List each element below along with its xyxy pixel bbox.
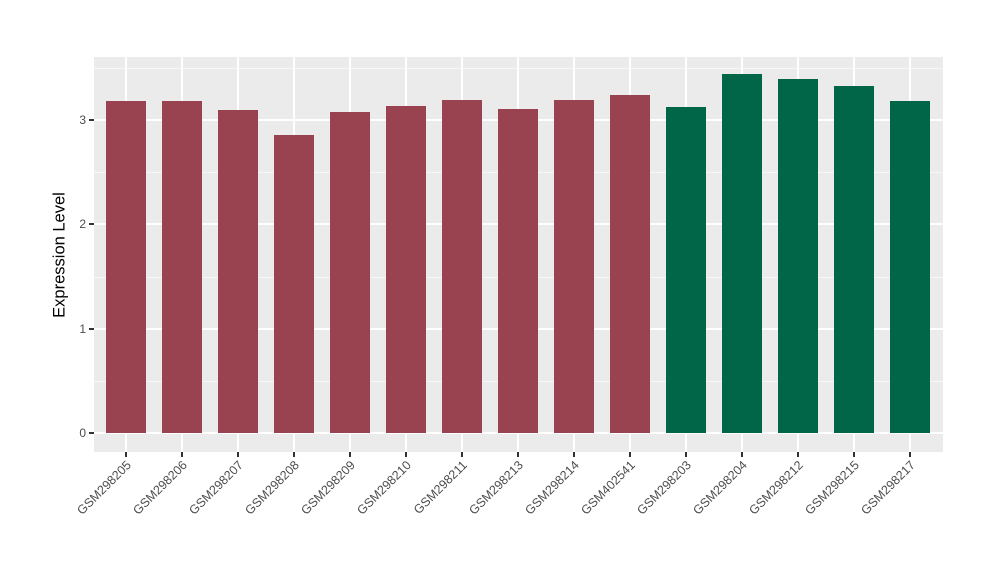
x-tick-label: GSM298205 xyxy=(74,458,134,518)
x-tick-label: GSM298208 xyxy=(242,458,302,518)
x-tick-label: GSM298207 xyxy=(186,458,246,518)
x-tick-label: GSM298209 xyxy=(298,458,358,518)
x-tick-mark xyxy=(125,452,127,457)
x-tick-mark xyxy=(573,452,575,457)
x-tick-label: GSM298213 xyxy=(466,458,526,518)
bar-GSM402541 xyxy=(610,95,650,433)
bar-GSM298210 xyxy=(386,106,426,433)
x-tick-label: GSM298206 xyxy=(130,458,190,518)
x-tick-mark xyxy=(629,452,631,457)
bar-GSM298209 xyxy=(330,112,370,433)
bar-GSM298214 xyxy=(554,100,594,433)
bar-GSM298215 xyxy=(834,86,874,433)
y-tick-label: 0 xyxy=(79,426,86,440)
x-tick-label: GSM298203 xyxy=(634,458,694,518)
bar-GSM298206 xyxy=(162,101,202,433)
y-tick-label: 1 xyxy=(79,321,86,336)
y-tick-mark xyxy=(89,327,94,330)
bar-GSM298211 xyxy=(442,100,482,433)
x-tick-mark xyxy=(405,452,407,457)
y-tick-mark xyxy=(89,223,94,226)
x-tick-label: GSM298204 xyxy=(690,458,750,518)
y-tick-label: 2 xyxy=(79,217,86,232)
x-tick-label: GSM298210 xyxy=(354,458,414,518)
x-tick-label: GSM298214 xyxy=(522,458,582,518)
x-tick-label: GSM298212 xyxy=(746,458,806,518)
x-tick-mark xyxy=(853,452,855,457)
x-tick-label: GSM298217 xyxy=(858,458,918,518)
y-gridline-minor xyxy=(94,67,943,69)
x-tick-mark xyxy=(181,452,183,457)
bar-GSM298205 xyxy=(106,101,146,433)
bar-GSM298204 xyxy=(722,74,762,433)
y-axis-title: Expression Level xyxy=(50,191,69,318)
x-tick-mark xyxy=(349,452,351,457)
x-tick-label: GSM298211 xyxy=(411,458,470,517)
bar-GSM298203 xyxy=(666,107,706,433)
y-tick-mark xyxy=(89,119,94,121)
y-tick-mark xyxy=(89,432,94,434)
bar-GSM298212 xyxy=(778,79,818,433)
x-tick-mark xyxy=(293,452,295,457)
y-tick-label: 3 xyxy=(79,113,86,127)
bar-GSM298208 xyxy=(274,135,314,433)
x-tick-mark xyxy=(237,452,239,457)
y-gridline-major xyxy=(94,432,943,434)
x-tick-mark xyxy=(909,452,911,457)
x-tick-mark xyxy=(797,452,799,457)
bar-GSM298217 xyxy=(890,101,930,433)
x-tick-label: GSM298215 xyxy=(802,458,862,518)
plot-panel xyxy=(94,57,943,452)
x-tick-label: GSM402541 xyxy=(578,458,638,518)
x-tick-mark xyxy=(741,452,743,457)
x-tick-mark xyxy=(517,452,519,457)
x-tick-mark xyxy=(461,452,463,457)
bar-GSM298207 xyxy=(218,110,258,433)
x-tick-mark xyxy=(685,452,687,457)
bar-GSM298213 xyxy=(498,109,538,433)
